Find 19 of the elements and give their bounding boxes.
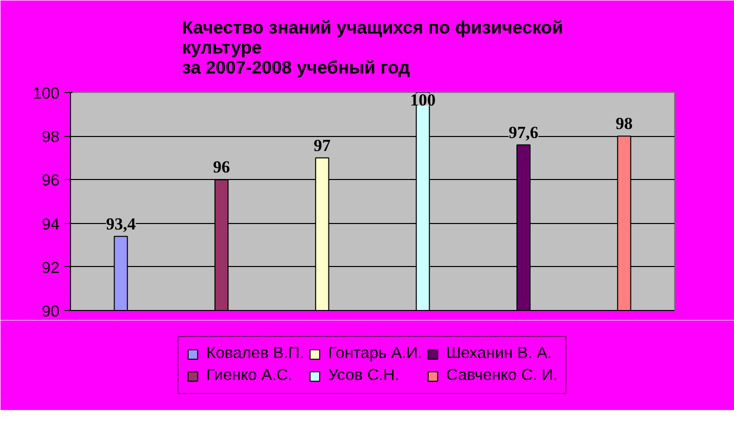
text: 93,4 (106, 214, 136, 234)
text: 100 (410, 90, 436, 110)
y-tick-label: 94 (42, 216, 60, 234)
text: 96 (213, 158, 230, 177)
text: 98 (616, 114, 633, 134)
y-tick-label: 100 (32, 86, 60, 102)
legend-label: Шеханин В. А. (446, 345, 552, 363)
legend-label: Савченко С. И. (446, 367, 558, 385)
chart-title: Качество знаний учащихся по физической культуре за 2007-2008 учебный год (182, 18, 564, 78)
y-tick-label: 96 (42, 172, 60, 190)
legend-label: Гиенко А.С. (206, 367, 292, 385)
y-tick-label: 90 (42, 304, 60, 320)
y-tick-label: 98 (42, 129, 60, 146)
legend-label: Гонтарь А.И. (328, 345, 422, 363)
text: 97 (314, 136, 331, 155)
y-tick-label: 92 (42, 260, 60, 277)
legend-label: Ковалев В.П. (206, 345, 304, 363)
text: 97,6 (508, 122, 538, 142)
legend-label: Усов С.Н. (328, 367, 400, 385)
